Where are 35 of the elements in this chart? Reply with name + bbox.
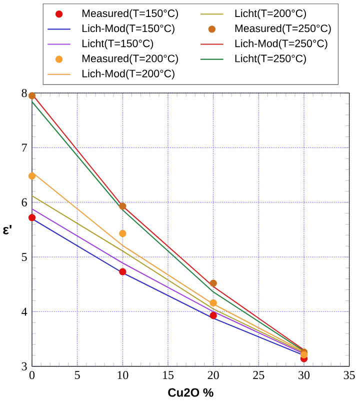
point [119, 268, 126, 276]
point [28, 92, 36, 100]
legend-label: Measured(T=150°C) [82, 9, 178, 20]
y-axis-title: ε' [3, 225, 12, 234]
y-tick-label: 5 [22, 253, 27, 261]
legend-label: Licht(T=150°C) [82, 39, 154, 50]
legend-label: Lich-Mod(T=150°C) [82, 24, 174, 34]
x-tick-label: 30 [298, 371, 310, 380]
point [28, 172, 36, 180]
legend-label: Licht(T=200°C) [235, 9, 306, 20]
point [119, 202, 126, 210]
point [210, 299, 217, 307]
point [210, 312, 217, 320]
legend-label: Lich-Mod(T=250°C) [235, 39, 328, 50]
x-tick-label: 10 [118, 371, 128, 380]
point [300, 351, 308, 358]
legend-label: Licht(T=250°C) [235, 54, 306, 64]
x-tick-label: 5 [75, 371, 80, 380]
x-tick-label: 35 [344, 371, 355, 380]
x-tick-label: 20 [208, 371, 219, 380]
y-tick-label: 3 [22, 362, 27, 370]
y-tick-label: 8 [22, 88, 27, 98]
x-tick-label: 0 [29, 371, 35, 380]
legend-label: Measured(T=250°C) [235, 24, 331, 34]
legend-label: Lich-Mod(T=200°C) [82, 69, 174, 80]
y-tick-label: 4 [22, 308, 28, 316]
x-tick-label: 15 [163, 371, 174, 380]
legend-label: Measured(T=200°C) [82, 54, 178, 64]
x-axis-title: Cu2O % [168, 388, 214, 397]
point [119, 230, 126, 238]
y-tick-label: 6 [22, 198, 27, 206]
point [210, 280, 217, 287]
y-tick-label: 7 [22, 144, 27, 152]
x-tick-label: 25 [253, 371, 264, 380]
point [28, 214, 36, 222]
